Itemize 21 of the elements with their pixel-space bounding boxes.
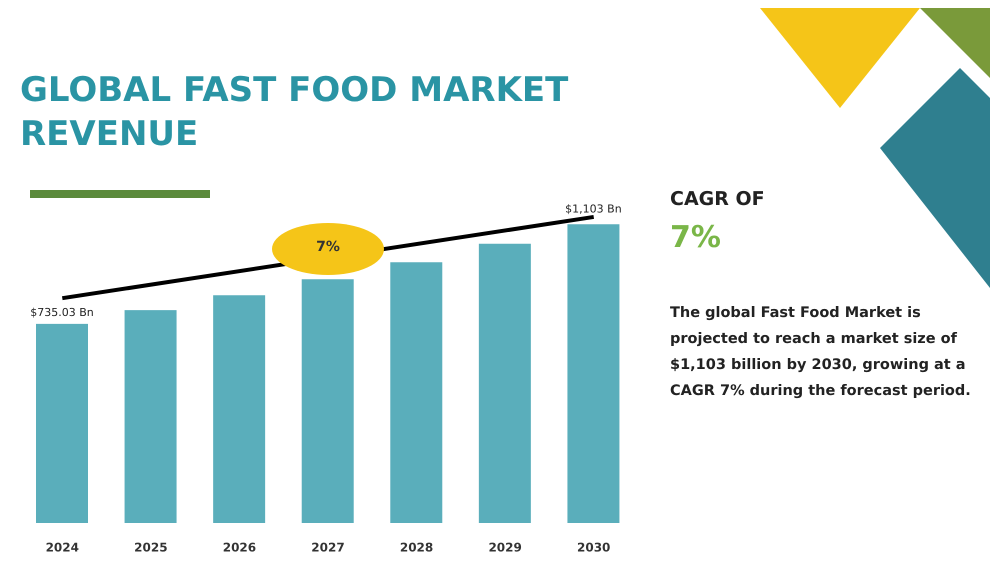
x-tick-label: 2026: [222, 540, 256, 555]
x-tick-label: 2030: [577, 540, 610, 555]
x-tick-label: 2024: [46, 540, 79, 555]
text: 7%: [670, 220, 721, 255]
x-tick-label: 2025: [134, 540, 168, 555]
bar: [567, 224, 620, 523]
data-label: $1,103 Bn: [565, 202, 622, 216]
bar: [36, 324, 88, 523]
bar: [302, 279, 354, 523]
text: CAGR OF: [670, 188, 765, 210]
annotation: 7%: [315, 239, 341, 255]
chart-title: GLOBAL FAST FOOD MARKET REVENUE: [20, 69, 570, 156]
bar: [390, 262, 442, 523]
bar: [213, 295, 266, 523]
bar: [478, 244, 531, 523]
x-tick-label: 2029: [488, 540, 522, 555]
x-tick-label: 2027: [311, 540, 345, 555]
bar: [124, 310, 177, 523]
text: The global Fast Food Market is projected to reach a market size of $1,103 billion by 2030, growing at a CAGR 7% during the forecast period.: [670, 304, 972, 401]
data-label: $735.03 Bn: [30, 306, 94, 319]
x-tick-label: 2028: [400, 540, 434, 555]
